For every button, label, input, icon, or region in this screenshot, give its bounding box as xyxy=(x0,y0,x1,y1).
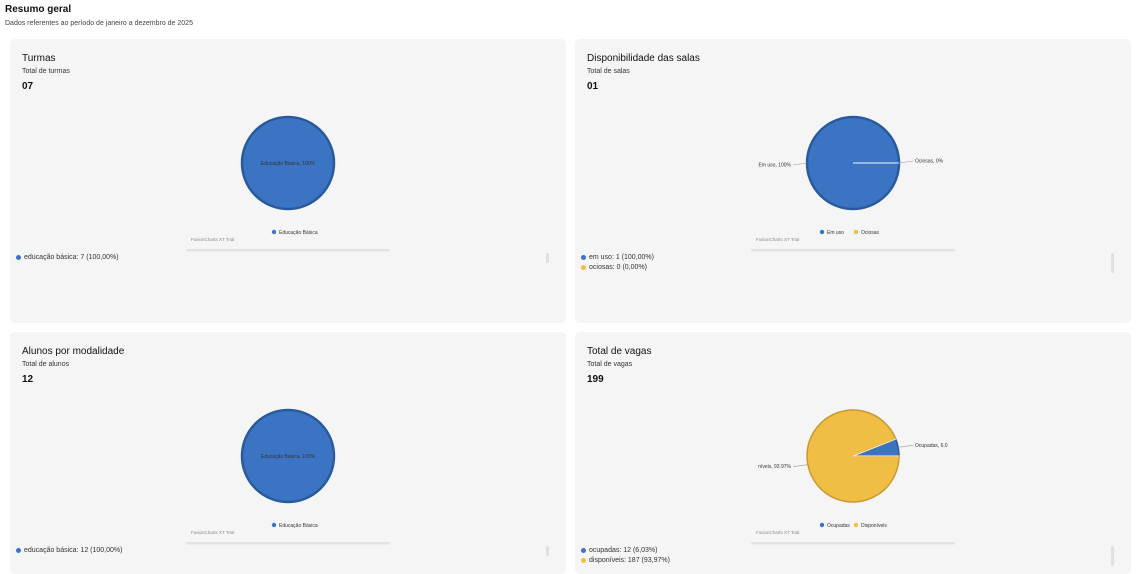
legend-text: educação básica: 12 (100,00%) xyxy=(24,546,123,554)
label-leader-line xyxy=(898,160,914,164)
pie-slice-label: Em uso, 100% xyxy=(758,163,791,169)
label-leader-line xyxy=(792,464,808,467)
bottom-legend-item: ocupadas: 12 (6,03%) xyxy=(581,545,670,555)
legend-dot xyxy=(16,547,21,553)
legend-text: educação básica: 7 (100,00%) xyxy=(24,253,119,261)
card-value: 199 xyxy=(587,374,604,385)
pie-slice-label: Ocupadas, 6.0 xyxy=(915,443,948,449)
bottom-legend-item: ociosas: 0 (0,00%) xyxy=(581,262,654,272)
pie-chart[interactable]: Educação Básica, 100% Educação Básica Fusi… xyxy=(10,332,566,574)
legend-marker-icon xyxy=(853,229,859,235)
card-value: 07 xyxy=(22,81,34,92)
scrollbar[interactable] xyxy=(1111,546,1114,566)
pie-chart[interactable]: Educação Básica, 100% Educação Básica Fusi… xyxy=(10,39,566,323)
chart-trial-watermark: FusionCharts XT Trial xyxy=(756,237,799,242)
chart-legend-label: Em uso xyxy=(827,230,844,236)
label-leader-line xyxy=(898,445,914,448)
pie-slice-label: Educação Básica, 100% xyxy=(261,454,316,460)
bottom-legend: educação básica: 12 (100,00%) xyxy=(16,545,122,555)
legend-text: ocupadas: 12 (6,03%) xyxy=(589,546,658,554)
card-value: 01 xyxy=(587,81,599,92)
page-header: Resumo geral Dados referentes ao período… xyxy=(5,3,193,27)
pie-slice xyxy=(240,115,336,211)
page-title: Resumo geral xyxy=(5,4,72,15)
legend-text: em uso: 1 (100,00%) xyxy=(589,253,654,261)
legend-dot xyxy=(581,264,586,270)
bottom-legend-item: em uso: 1 (100,00%) xyxy=(581,252,654,262)
scrollbar[interactable] xyxy=(546,253,549,263)
pie-slice xyxy=(240,408,336,504)
pie-slice-label: Educação Básica, 100% xyxy=(261,161,316,167)
pie-chart[interactable]: Ocupadas, 6.0 níveis, 93.97% Ocupadas Dispo… xyxy=(575,332,1131,574)
legend-marker-icon xyxy=(853,522,859,528)
card-title: Alunos por modalidade xyxy=(22,346,125,357)
card-alunos-modalidade: Alunos por modalidade Total de alunos 12… xyxy=(10,332,566,574)
legend-marker-icon xyxy=(819,522,825,528)
chart-legend-label: Ocupadas xyxy=(827,523,850,529)
card-title: Disponibilidade das salas xyxy=(587,53,700,64)
legend-dot xyxy=(16,254,21,260)
bottom-legend: em uso: 1 (100,00%) ociosas: 0 (0,00%) xyxy=(581,252,654,272)
slice-divider xyxy=(852,438,896,457)
card-subtitle: Total de alunos xyxy=(22,361,70,368)
scrollbar[interactable] xyxy=(1111,253,1114,273)
card-title: Turmas xyxy=(22,53,56,64)
chart-trial-watermark: FusionCharts XT Trial xyxy=(191,237,234,242)
card-subtitle: Total de turmas xyxy=(22,68,70,75)
card-title: Total de vagas xyxy=(587,346,652,357)
chart-trial-watermark: FusionCharts XT Trial xyxy=(191,530,234,535)
legend-dot xyxy=(581,547,586,553)
bottom-legend-item: educação básica: 12 (100,00%) xyxy=(16,545,122,555)
pie-slice-label: níveis, 93.97% xyxy=(758,464,791,470)
legend-text: ociosas: 0 (0,00%) xyxy=(589,263,647,271)
chart-scrollbar xyxy=(751,542,955,545)
bottom-legend: ocupadas: 12 (6,03%) disponíveis: 187 (9… xyxy=(581,545,670,565)
chart-trial-watermark: FusionCharts XT Trial xyxy=(756,530,799,535)
chart-legend-label: Disponíveis xyxy=(861,523,887,529)
chart-scrollbar xyxy=(186,542,390,545)
bottom-legend: educação básica: 7 (100,00%) xyxy=(16,252,119,262)
card-disponibilidade-salas: Disponibilidade das salas Total de salas… xyxy=(575,39,1131,323)
chart-legend-label: Educação Básica xyxy=(279,523,318,529)
chart-legend-label: Ociosas xyxy=(861,230,880,236)
card-subtitle: Total de vagas xyxy=(587,361,633,368)
card-subtitle: Total de salas xyxy=(587,68,630,75)
label-leader-line xyxy=(792,162,808,166)
legend-marker-icon xyxy=(819,229,825,235)
page-subtitle: Dados referentes ao período de janeiro a… xyxy=(5,20,193,27)
legend-text: disponíveis: 187 (93,97%) xyxy=(589,556,670,564)
pie-slice-label: Ociosas, 0% xyxy=(915,159,944,165)
legend-marker-icon xyxy=(271,522,277,528)
legend-dot xyxy=(581,557,586,563)
legend-dot xyxy=(581,254,586,260)
scrollbar[interactable] xyxy=(546,546,549,556)
card-value: 12 xyxy=(22,374,34,385)
legend-marker-icon xyxy=(271,229,277,235)
bottom-legend-item: educação básica: 7 (100,00%) xyxy=(16,252,119,262)
bottom-legend-item: disponíveis: 187 (93,97%) xyxy=(581,555,670,565)
card-turmas: Turmas Total de turmas 07 Educação Básic… xyxy=(10,39,566,323)
card-total-vagas: Total de vagas Total de vagas 199 Ocupad… xyxy=(575,332,1131,574)
chart-scrollbar xyxy=(751,249,955,252)
chart-scrollbar xyxy=(186,249,390,252)
chart-legend-label: Educação Básica xyxy=(279,230,318,236)
pie-chart[interactable]: Em uso, 100% Ociosas, 0% Em uso Ociosas Fusi… xyxy=(575,39,1131,323)
